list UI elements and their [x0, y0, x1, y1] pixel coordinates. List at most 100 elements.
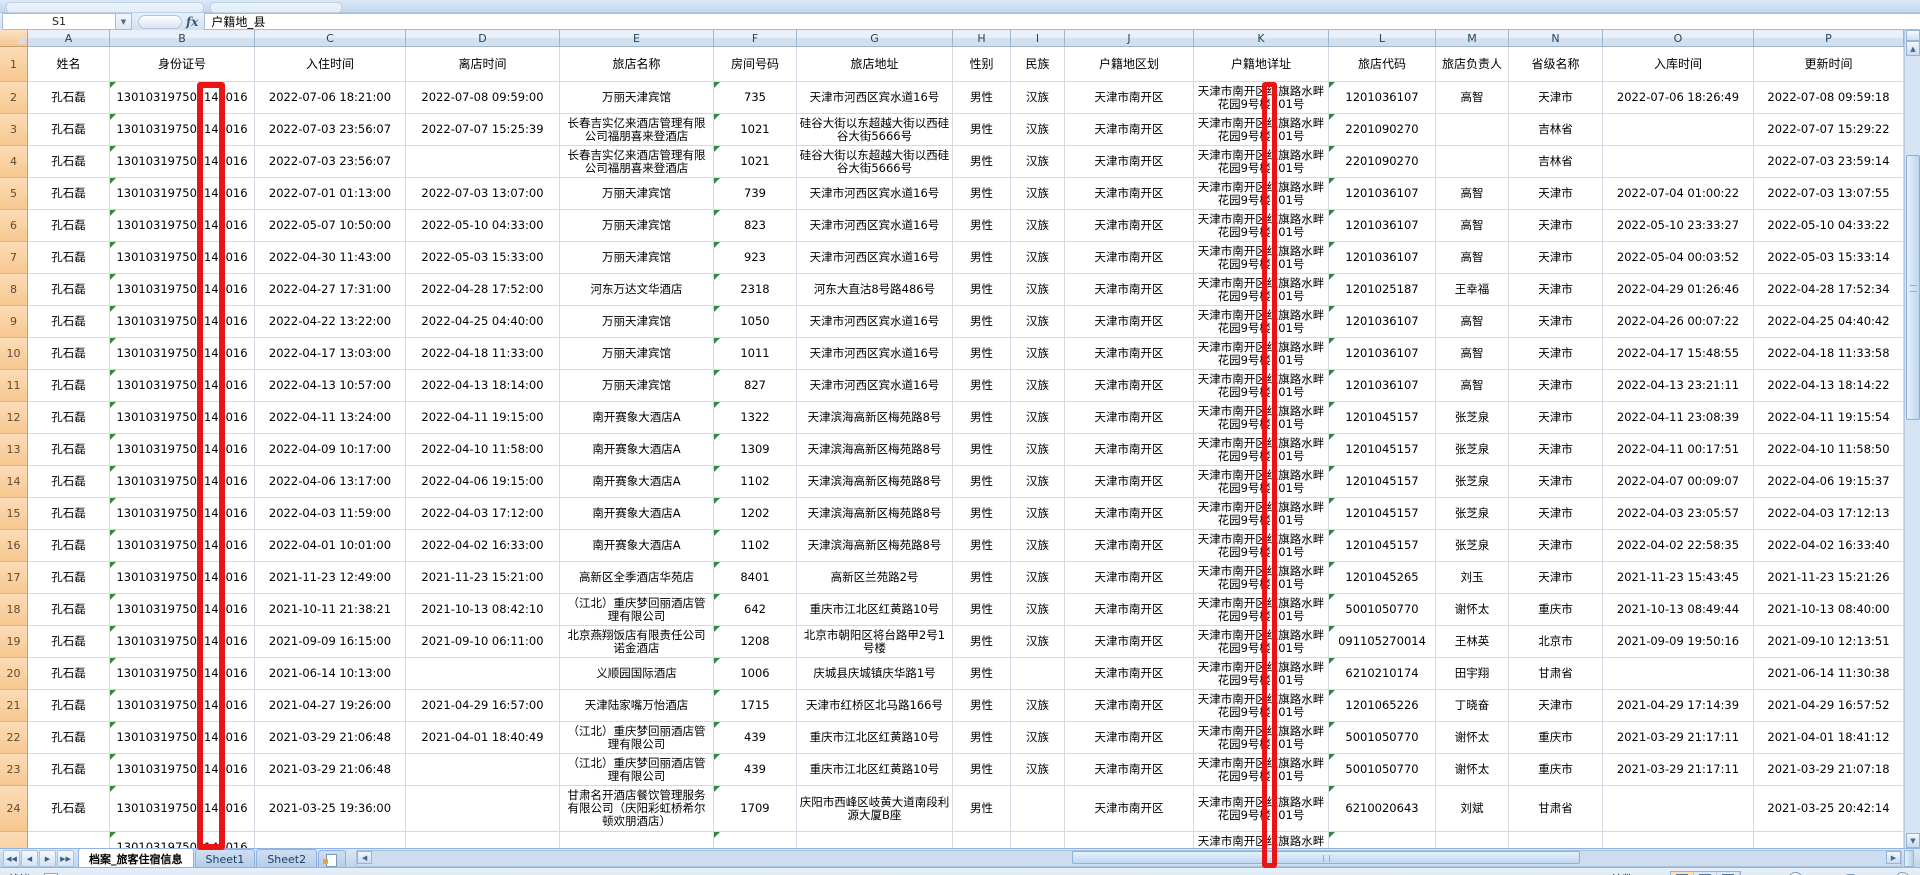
cell-E12[interactable]: 南开赛象大酒店A	[560, 402, 714, 434]
cell-D1[interactable]: 离店时间	[406, 47, 560, 82]
row-header[interactable]: 9	[0, 306, 28, 338]
cell-A17[interactable]: 孔石磊	[28, 562, 110, 594]
cell-A11[interactable]: 孔石磊	[28, 370, 110, 402]
cell-K19[interactable]: 天津市南开区红旗路水畔 花园9号楼101号	[1194, 626, 1329, 658]
cell-A12[interactable]: 孔石磊	[28, 402, 110, 434]
cell-P3[interactable]: 2022-07-07 15:29:22	[1754, 114, 1904, 146]
cell-B8[interactable]: 13010319750 14 016	[110, 274, 255, 306]
cell-B12[interactable]: 13010319750 14 016	[110, 402, 255, 434]
cell-F14[interactable]: 1102	[714, 466, 797, 498]
scrollbar-split-handle[interactable]	[1906, 30, 1920, 41]
cell-G[interactable]	[797, 832, 953, 848]
cell-N2[interactable]: 天津市	[1509, 82, 1603, 114]
cell-K8[interactable]: 天津市南开区红旗路水畔 花园9号楼101号	[1194, 274, 1329, 306]
cell-E23[interactable]: （江北）重庆梦回丽酒店管理有限公司	[560, 754, 714, 786]
cell-I1[interactable]: 民族	[1011, 47, 1065, 82]
cell-F5[interactable]: 739	[714, 178, 797, 210]
cell-M[interactable]	[1436, 832, 1509, 848]
cell-C[interactable]	[255, 832, 406, 848]
cell-I23[interactable]: 汉族	[1011, 754, 1065, 786]
cell-M10[interactable]: 高智	[1436, 338, 1509, 370]
cell-O5[interactable]: 2022-07-04 01:00:22	[1603, 178, 1754, 210]
cell-A10[interactable]: 孔石磊	[28, 338, 110, 370]
cell-K16[interactable]: 天津市南开区红旗路水畔 花园9号楼101号	[1194, 530, 1329, 562]
cell-O[interactable]	[1603, 832, 1754, 848]
row-header[interactable]: 5	[0, 178, 28, 210]
cell-J14[interactable]: 天津市南开区	[1065, 466, 1194, 498]
cell-P1[interactable]: 更新时间	[1754, 47, 1904, 82]
cell-L17[interactable]: 1201045265	[1329, 562, 1436, 594]
cell-G18[interactable]: 重庆市江北区红黄路10号	[797, 594, 953, 626]
cell-D9[interactable]: 2022-04-25 04:40:00	[406, 306, 560, 338]
cell-C11[interactable]: 2022-04-13 10:57:00	[255, 370, 406, 402]
cell-N21[interactable]: 天津市	[1509, 690, 1603, 722]
cell-B22[interactable]: 13010319750 14 016	[110, 722, 255, 754]
column-header-P[interactable]: P	[1754, 30, 1904, 47]
cell-D6[interactable]: 2022-05-10 04:33:00	[406, 210, 560, 242]
cell-B19[interactable]: 13010319750 14 016	[110, 626, 255, 658]
cell-G20[interactable]: 庆城县庆城镇庆华路1号	[797, 658, 953, 690]
cell-F18[interactable]: 642	[714, 594, 797, 626]
cell-D13[interactable]: 2022-04-10 11:58:00	[406, 434, 560, 466]
cell-M14[interactable]: 张芝泉	[1436, 466, 1509, 498]
cell-K20[interactable]: 天津市南开区红旗路水畔 花园9号楼101号	[1194, 658, 1329, 690]
cell-L10[interactable]: 1201036107	[1329, 338, 1436, 370]
cell-K14[interactable]: 天津市南开区红旗路水畔 花园9号楼101号	[1194, 466, 1329, 498]
row-header[interactable]: 22	[0, 722, 28, 754]
cell-F10[interactable]: 1011	[714, 338, 797, 370]
cell-E6[interactable]: 万丽天津宾馆	[560, 210, 714, 242]
cell-C1[interactable]: 入住时间	[255, 47, 406, 82]
cell-N19[interactable]: 北京市	[1509, 626, 1603, 658]
cell-I14[interactable]: 汉族	[1011, 466, 1065, 498]
cell-H14[interactable]: 男性	[953, 466, 1011, 498]
cell-O15[interactable]: 2022-04-03 23:05:57	[1603, 498, 1754, 530]
row-header[interactable]	[0, 832, 28, 848]
cell-H2[interactable]: 男性	[953, 82, 1011, 114]
cell-F22[interactable]: 439	[714, 722, 797, 754]
cell-E20[interactable]: 义顺园国际酒店	[560, 658, 714, 690]
cell-G9[interactable]: 天津市河西区宾水道16号	[797, 306, 953, 338]
cell-M17[interactable]: 刘玉	[1436, 562, 1509, 594]
cell-E9[interactable]: 万丽天津宾馆	[560, 306, 714, 338]
cell-E19[interactable]: 北京燕翔饭店有限责任公司诺金酒店	[560, 626, 714, 658]
cell-K10[interactable]: 天津市南开区红旗路水畔 花园9号楼101号	[1194, 338, 1329, 370]
cell-J8[interactable]: 天津市南开区	[1065, 274, 1194, 306]
cell-C6[interactable]: 2022-05-07 10:50:00	[255, 210, 406, 242]
cell-E8[interactable]: 河东万达文华酒店	[560, 274, 714, 306]
cell-B24[interactable]: 13010319750 14 016	[110, 786, 255, 832]
cell-J7[interactable]: 天津市南开区	[1065, 242, 1194, 274]
row-header[interactable]: 13	[0, 434, 28, 466]
cell-G23[interactable]: 重庆市江北区红黄路10号	[797, 754, 953, 786]
cell-C14[interactable]: 2022-04-06 13:17:00	[255, 466, 406, 498]
cell-J24[interactable]: 天津市南开区	[1065, 786, 1194, 832]
cell-N3[interactable]: 吉林省	[1509, 114, 1603, 146]
cell-A13[interactable]: 孔石磊	[28, 434, 110, 466]
cell-A3[interactable]: 孔石磊	[28, 114, 110, 146]
cell-E2[interactable]: 万丽天津宾馆	[560, 82, 714, 114]
cell-K15[interactable]: 天津市南开区红旗路水畔 花园9号楼101号	[1194, 498, 1329, 530]
cell-L23[interactable]: 5001050770	[1329, 754, 1436, 786]
row-header[interactable]: 19	[0, 626, 28, 658]
cell-L9[interactable]: 1201036107	[1329, 306, 1436, 338]
cell-G5[interactable]: 天津市河西区宾水道16号	[797, 178, 953, 210]
prev-sheet-icon[interactable]: ◀	[21, 850, 38, 867]
cell-O8[interactable]: 2022-04-29 01:26:46	[1603, 274, 1754, 306]
cell-B23[interactable]: 13010319750 14 016	[110, 754, 255, 786]
cell-H23[interactable]: 男性	[953, 754, 1011, 786]
cell-I13[interactable]: 汉族	[1011, 434, 1065, 466]
cell-B6[interactable]: 13010319750 14 016	[110, 210, 255, 242]
cell-A22[interactable]: 孔石磊	[28, 722, 110, 754]
cell-E22[interactable]: （江北）重庆梦回丽酒店管理有限公司	[560, 722, 714, 754]
cell-A14[interactable]: 孔石磊	[28, 466, 110, 498]
cell-F4[interactable]: 1021	[714, 146, 797, 178]
cell-H18[interactable]: 男性	[953, 594, 1011, 626]
cell-F13[interactable]: 1309	[714, 434, 797, 466]
cell-H5[interactable]: 男性	[953, 178, 1011, 210]
row-header[interactable]: 6	[0, 210, 28, 242]
cell-D[interactable]	[406, 832, 560, 848]
cell-B16[interactable]: 13010319750 14 016	[110, 530, 255, 562]
cell-C13[interactable]: 2022-04-09 10:17:00	[255, 434, 406, 466]
cell-C21[interactable]: 2021-04-27 19:26:00	[255, 690, 406, 722]
cell-O13[interactable]: 2022-04-11 00:17:51	[1603, 434, 1754, 466]
cell-K2[interactable]: 天津市南开区红旗路水畔 花园9号楼101号	[1194, 82, 1329, 114]
